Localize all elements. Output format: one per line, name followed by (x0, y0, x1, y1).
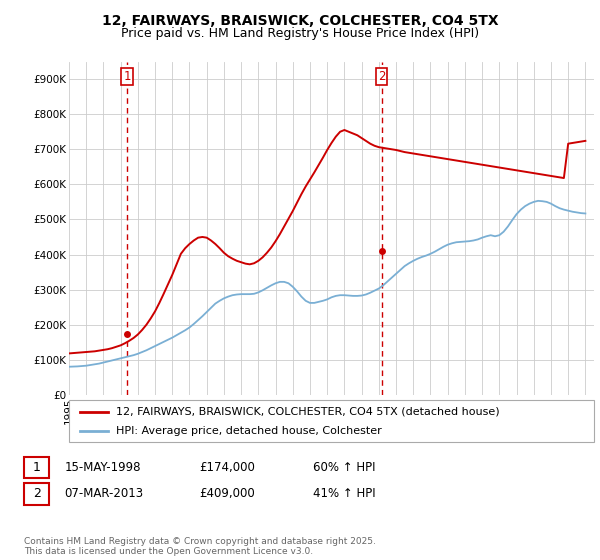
Text: 15-MAY-1998: 15-MAY-1998 (64, 461, 140, 474)
Text: 1: 1 (32, 461, 41, 474)
Text: 12, FAIRWAYS, BRAISWICK, COLCHESTER, CO4 5TX: 12, FAIRWAYS, BRAISWICK, COLCHESTER, CO4… (101, 14, 499, 28)
Bar (24, 483, 49, 505)
Text: HPI: Average price, detached house, Colchester: HPI: Average price, detached house, Colc… (116, 426, 382, 436)
Text: 41% ↑ HPI: 41% ↑ HPI (313, 487, 376, 501)
Text: 1: 1 (123, 70, 131, 83)
FancyBboxPatch shape (69, 400, 594, 442)
Text: Price paid vs. HM Land Registry's House Price Index (HPI): Price paid vs. HM Land Registry's House … (121, 27, 479, 40)
Text: 07-MAR-2013: 07-MAR-2013 (64, 487, 143, 501)
Bar (24, 457, 49, 478)
Text: 2: 2 (378, 70, 386, 83)
Text: 12, FAIRWAYS, BRAISWICK, COLCHESTER, CO4 5TX (detached house): 12, FAIRWAYS, BRAISWICK, COLCHESTER, CO4… (116, 407, 500, 417)
Text: £174,000: £174,000 (199, 461, 255, 474)
Text: Contains HM Land Registry data © Crown copyright and database right 2025.
This d: Contains HM Land Registry data © Crown c… (24, 536, 376, 556)
Text: 2: 2 (32, 487, 41, 501)
Text: 60% ↑ HPI: 60% ↑ HPI (313, 461, 376, 474)
Text: £409,000: £409,000 (199, 487, 255, 501)
